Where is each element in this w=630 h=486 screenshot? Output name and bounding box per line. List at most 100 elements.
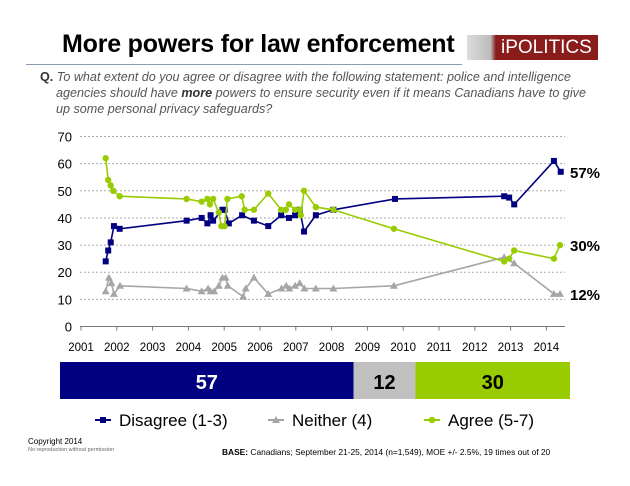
base-note: BASE: Canadians; September 21-25, 2014 (… bbox=[222, 447, 551, 457]
y-tick-label: 70 bbox=[58, 130, 72, 145]
legend-marker bbox=[428, 416, 436, 424]
x-tick-label: 2002 bbox=[104, 342, 130, 354]
data-point bbox=[204, 220, 211, 227]
summary-label: 57 bbox=[196, 372, 218, 394]
legend-label: Agree (5-7) bbox=[448, 411, 534, 430]
data-point bbox=[102, 258, 109, 265]
y-tick-label: 60 bbox=[58, 157, 72, 172]
data-point bbox=[292, 212, 299, 219]
data-point bbox=[250, 217, 257, 224]
data-point bbox=[282, 206, 289, 213]
data-point bbox=[277, 284, 286, 292]
summary-segment bbox=[60, 362, 354, 399]
data-point bbox=[116, 281, 125, 289]
data-point bbox=[224, 195, 231, 203]
data-point bbox=[278, 212, 285, 219]
x-tick-label: 2014 bbox=[534, 342, 560, 354]
summary-segment bbox=[415, 362, 570, 399]
data-point bbox=[285, 201, 293, 208]
data-point bbox=[107, 182, 114, 189]
x-tick-label: 2009 bbox=[355, 342, 381, 354]
data-point bbox=[105, 176, 112, 184]
legend-label: Disagree (1-3) bbox=[119, 411, 228, 430]
x-tick-label: 2006 bbox=[247, 342, 273, 354]
data-point bbox=[223, 281, 232, 289]
data-point bbox=[510, 259, 519, 267]
data-point bbox=[312, 203, 320, 211]
data-point bbox=[510, 247, 518, 254]
data-point bbox=[505, 255, 513, 262]
data-point bbox=[300, 187, 308, 194]
data-point bbox=[214, 281, 223, 289]
data-point bbox=[501, 193, 508, 200]
summary-label: 12 bbox=[373, 372, 395, 394]
end-label: 57% bbox=[570, 165, 600, 182]
data-point bbox=[297, 212, 305, 219]
y-tick-label: 10 bbox=[58, 292, 72, 307]
data-point bbox=[221, 206, 228, 213]
logo-text: iPOLITICS bbox=[501, 37, 592, 58]
data-point bbox=[207, 212, 214, 219]
x-tick-label: 2004 bbox=[176, 342, 202, 354]
data-point bbox=[265, 223, 272, 230]
x-tick-label: 2013 bbox=[498, 342, 524, 354]
data-point bbox=[105, 247, 112, 254]
copyright: Copyright 2014 No reproduction without pe… bbox=[28, 437, 115, 453]
data-point bbox=[550, 255, 558, 262]
data-point bbox=[311, 284, 320, 292]
data-point bbox=[549, 289, 558, 297]
data-point bbox=[241, 206, 248, 213]
data-point bbox=[330, 206, 337, 213]
legend-label: Neither (4) bbox=[292, 411, 372, 430]
legend-marker bbox=[272, 416, 280, 423]
y-tick-label: 30 bbox=[58, 238, 72, 253]
y-tick-label: 40 bbox=[58, 211, 72, 226]
x-tick-label: 2012 bbox=[462, 342, 488, 354]
data-point bbox=[215, 209, 223, 216]
x-tick-label: 2005 bbox=[211, 342, 237, 354]
x-tick-label: 2011 bbox=[427, 342, 452, 354]
data-point bbox=[249, 273, 258, 281]
data-point bbox=[250, 206, 258, 213]
data-point bbox=[312, 212, 319, 219]
data-point bbox=[264, 289, 273, 297]
data-point bbox=[556, 289, 565, 297]
summary-label: 30 bbox=[482, 372, 504, 394]
data-point bbox=[500, 258, 508, 265]
data-point bbox=[285, 284, 294, 292]
data-point bbox=[550, 157, 557, 164]
data-point bbox=[116, 193, 123, 200]
y-tick-label: 50 bbox=[58, 184, 72, 199]
data-point bbox=[183, 217, 190, 224]
data-point bbox=[221, 273, 230, 281]
end-label: 12% bbox=[570, 287, 600, 304]
data-point bbox=[209, 195, 217, 203]
data-point bbox=[182, 284, 191, 292]
y-tick-label: 0 bbox=[65, 320, 72, 335]
legend-marker bbox=[100, 417, 106, 423]
data-point bbox=[295, 279, 304, 287]
summary-segment bbox=[353, 362, 416, 399]
x-tick-label: 2003 bbox=[140, 342, 166, 354]
data-point bbox=[556, 241, 564, 249]
copyright-notice: No reproduction without permission bbox=[28, 447, 115, 453]
x-tick-label: 2008 bbox=[319, 342, 345, 354]
data-point bbox=[239, 212, 246, 219]
end-label: 30% bbox=[570, 238, 600, 255]
title-divider bbox=[26, 64, 462, 65]
data-point bbox=[183, 195, 190, 203]
data-point bbox=[329, 284, 338, 292]
survey-question: Q. To what extent do you agree or disagr… bbox=[40, 70, 586, 116]
data-point bbox=[110, 187, 117, 194]
data-point bbox=[285, 214, 292, 221]
x-tick-label: 2001 bbox=[68, 342, 94, 354]
data-point bbox=[389, 281, 398, 289]
data-point bbox=[557, 168, 564, 175]
data-point bbox=[101, 287, 110, 295]
data-point bbox=[107, 239, 114, 246]
x-tick-label: 2007 bbox=[283, 342, 309, 354]
data-point bbox=[390, 225, 398, 232]
data-point bbox=[204, 195, 211, 203]
data-point bbox=[238, 193, 245, 200]
